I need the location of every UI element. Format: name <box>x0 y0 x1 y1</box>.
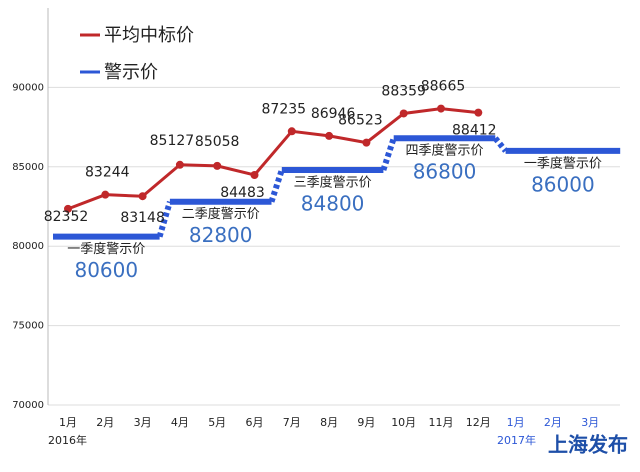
x-tick-label: 8月 <box>320 416 338 429</box>
price-point <box>474 108 483 117</box>
price-value-label: 86946 <box>311 106 356 122</box>
x-tick-label: 3月 <box>581 416 599 429</box>
quarter-label: 四季度警示价 <box>405 143 483 159</box>
x-tick-label: 2月 <box>544 416 562 429</box>
price-point <box>287 127 296 136</box>
y-tick-label: 80000 <box>12 241 44 252</box>
price-point <box>175 160 184 169</box>
x-tick-label: 5月 <box>208 416 226 429</box>
price-point <box>250 171 259 180</box>
price-value-label: 88359 <box>381 83 426 99</box>
price-point <box>399 109 408 118</box>
x-tick-label: 11月 <box>429 416 454 429</box>
y-tick-label: 70000 <box>12 400 44 411</box>
price-point <box>437 104 445 113</box>
price-value-label: 88412 <box>452 123 497 139</box>
x-tick-label: 10月 <box>391 416 416 429</box>
price-value-label: 88665 <box>421 79 466 95</box>
price-line <box>67 107 479 211</box>
x-tick-label: 9月 <box>357 416 375 429</box>
price-point <box>101 190 110 199</box>
price-point <box>138 192 147 201</box>
warning-value-label: 86800 <box>413 160 477 184</box>
quarter-label: 一季度警示价 <box>524 155 602 171</box>
quarter-label: 二季度警示价 <box>182 206 260 222</box>
y-tick-label: 85000 <box>12 162 44 173</box>
warning-transition <box>156 200 173 238</box>
warning-transition <box>380 137 397 171</box>
price-value-label: 87235 <box>262 101 307 117</box>
warning-value-label: 86000 <box>531 172 595 196</box>
price-value-label: 86523 <box>338 113 383 129</box>
warning-value-label: 80600 <box>74 258 138 282</box>
price-value-label: 83244 <box>85 165 130 181</box>
x-tick-label: 6月 <box>246 416 264 429</box>
year-label: 2017年 <box>497 433 536 447</box>
warning-transition <box>268 169 285 203</box>
x-tick-label: 2月 <box>96 416 114 429</box>
x-tick-label: 1月 <box>507 416 525 429</box>
x-tick-label: 1月 <box>59 416 77 429</box>
x-tick-label: 12月 <box>466 416 491 429</box>
warning-transition <box>492 136 508 153</box>
price-point <box>213 161 222 170</box>
price-value-label: 83148 <box>120 210 165 226</box>
warning-value-label: 84800 <box>301 191 365 215</box>
price-value-label: 82352 <box>44 209 89 225</box>
x-tick-label: 3月 <box>134 416 152 429</box>
price-value-label: 85127 <box>150 133 195 149</box>
quarter-label: 三季度警示价 <box>294 174 372 190</box>
price-value-label: 84483 <box>220 185 265 201</box>
warning-value-label: 82800 <box>189 223 253 247</box>
price-point <box>362 138 371 147</box>
legend-label: 平均中标价 <box>104 25 194 46</box>
price-point <box>325 131 334 140</box>
price-point <box>64 204 72 213</box>
year-label: 2016年 <box>48 433 87 447</box>
legend-label: 警示价 <box>104 62 158 83</box>
y-tick-label: 75000 <box>12 321 44 332</box>
logo: 上海发布 <box>548 433 628 457</box>
y-tick-label: 90000 <box>12 82 44 93</box>
price-value-label: 85058 <box>195 134 240 150</box>
quarter-label: 一季度警示价 <box>67 241 145 257</box>
x-tick-label: 7月 <box>283 416 301 429</box>
x-tick-label: 4月 <box>171 416 189 429</box>
